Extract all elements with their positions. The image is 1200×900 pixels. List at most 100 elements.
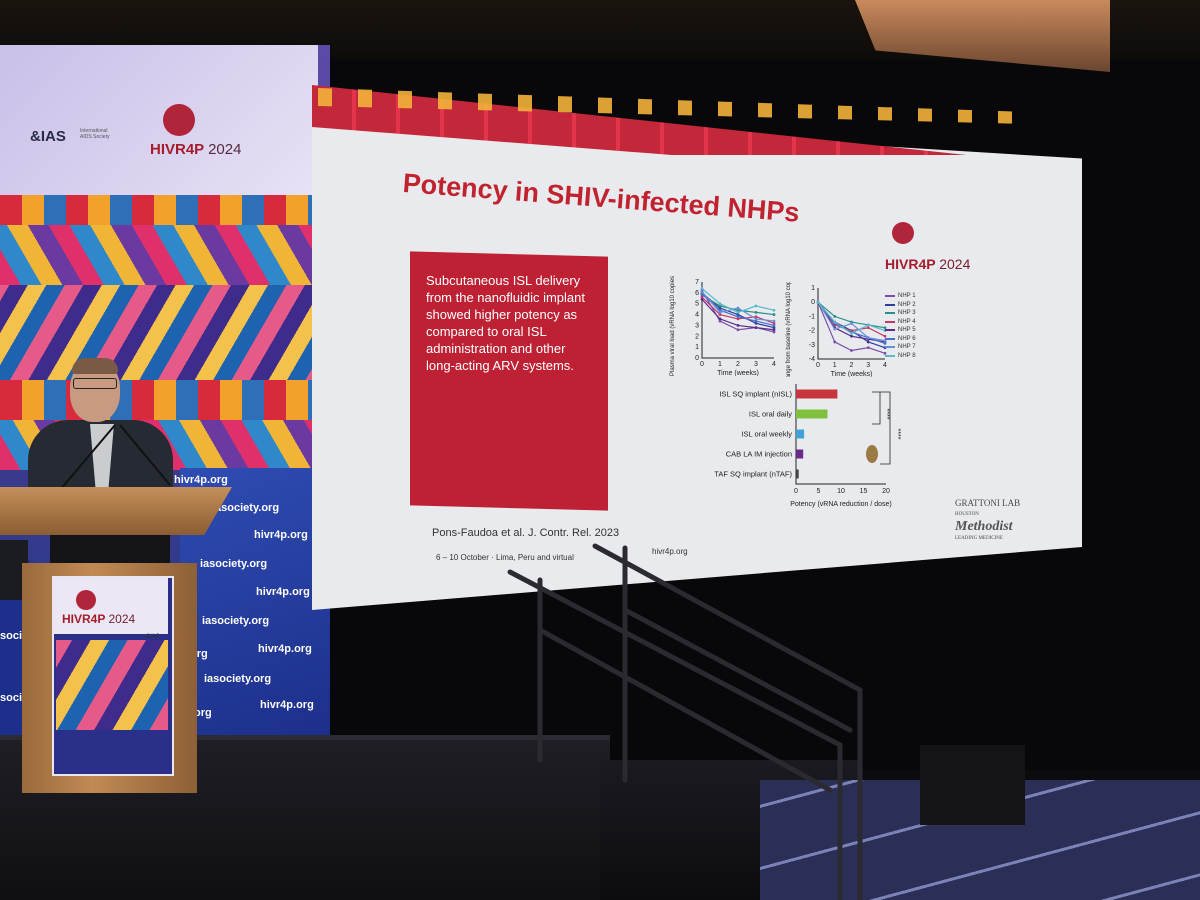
banner-pattern-arrows	[0, 285, 324, 380]
ias-subtitle: International AIDS Society	[80, 128, 110, 140]
y-tick-label: 1	[811, 285, 815, 292]
slide-footer-dates: 6 – 10 October · Lima, Peru and virtual	[436, 553, 574, 562]
bar	[796, 469, 799, 479]
legend-entry: NHP 7	[885, 343, 916, 352]
legend-swatch	[885, 346, 895, 349]
significance-bracket	[880, 391, 891, 465]
bar-category-label: TAF SQ implant (nTAF)	[714, 470, 792, 479]
data-point	[866, 323, 870, 327]
legend-label: NHP 8	[898, 352, 916, 359]
banner-url: hivr4p.org	[174, 474, 228, 486]
data-point	[866, 346, 870, 350]
legend-swatch	[885, 312, 895, 315]
slide-logo: HIVR4P 2024	[885, 256, 970, 272]
podium-ias-logo: &IAS	[146, 634, 160, 640]
x-axis-label: Time (weeks)	[717, 370, 759, 376]
stair-railing	[507, 543, 863, 900]
institution-lab: GRATTONI LAB	[955, 498, 1021, 508]
y-tick-label: 2	[695, 333, 699, 340]
data-point	[754, 311, 758, 314]
data-point	[816, 300, 820, 304]
bar-x-tick-label: 5	[817, 488, 821, 495]
legend-entry: NHP 8	[885, 352, 916, 361]
podium-sign-top	[54, 578, 168, 634]
data-point	[718, 311, 722, 314]
data-point	[883, 351, 887, 355]
y-tick-label: 0	[811, 299, 815, 306]
data-point	[772, 319, 776, 323]
x-tick-label: 3	[754, 361, 758, 368]
banner-url: iasociety.org	[202, 615, 270, 627]
bar-category-label: CAB LA IM injection	[726, 450, 792, 459]
data-point	[700, 297, 704, 301]
data-point	[850, 349, 853, 352]
data-point	[833, 327, 837, 331]
legend-swatch	[885, 320, 895, 323]
viral-load-chart: 0 1 2 3 4 0 1 2 3 4 5 6 7 Time (weeks) Plasma viral lo…	[670, 276, 776, 376]
banner-logo-area	[0, 45, 318, 195]
potency-bar-chart: ISL SQ implant (nISL) ISL oral daily ISL o…	[714, 384, 901, 508]
data-point	[754, 321, 758, 325]
speaker-hair	[72, 358, 118, 374]
legend-entry: NHP 2	[885, 301, 916, 310]
y-tick-label: -2	[809, 328, 815, 335]
data-point	[883, 341, 887, 345]
data-point	[700, 295, 704, 299]
data-point	[833, 315, 837, 318]
institution-logo: GRATTONI LAB HOUSTON Methodist LEADING M…	[955, 497, 1020, 545]
data-point	[850, 334, 853, 338]
data-point	[718, 304, 722, 308]
slide-logo-text: HIVR4P	[885, 256, 936, 272]
data-point	[772, 330, 776, 334]
data-point	[772, 326, 776, 329]
legend-label: NHP 2	[898, 301, 916, 308]
legend-label: NHP 3	[898, 310, 916, 316]
data-point	[866, 336, 870, 340]
y-tick-label: 1	[695, 344, 699, 351]
data-point	[718, 319, 722, 323]
data-point	[772, 308, 776, 312]
banner-url: hivr4p.org	[260, 699, 314, 711]
banner-url: iasociety.org	[204, 673, 272, 685]
data-point	[850, 332, 853, 335]
x-tick-label: 2	[736, 361, 740, 368]
data-point	[866, 340, 870, 344]
data-point	[754, 304, 758, 308]
significance-stars: ****	[883, 409, 890, 420]
slide-ribbon-icon	[892, 222, 914, 244]
x-tick-label: 4	[772, 361, 776, 368]
legend-label: NHP 7	[898, 344, 916, 350]
legend-label: NHP 1	[898, 293, 916, 299]
legend-swatch	[885, 295, 895, 298]
banner-pattern-chevron	[0, 225, 322, 285]
podium-logo: HIVR4P 2024	[62, 612, 135, 626]
y-tick-label: 0	[695, 355, 699, 362]
bar-category-label: ISL SQ implant (nISL)	[719, 390, 792, 399]
legend-label: NHP 5	[898, 327, 916, 333]
y-tick-label: 6	[695, 290, 699, 297]
data-point	[736, 311, 740, 314]
legend-entry: NHP 5	[885, 326, 916, 335]
hivr4p-logo: HIVR4P 2024	[150, 141, 241, 158]
data-point	[718, 302, 722, 306]
data-point	[718, 317, 722, 321]
data-point	[736, 306, 740, 310]
ias-logo: &IAS	[30, 128, 66, 145]
banner-url: hivr4p.org	[256, 586, 310, 598]
y-tick-label: -4	[809, 356, 815, 363]
podium-sign-pattern	[56, 640, 168, 730]
x-tick-label: 2	[850, 362, 854, 369]
bar	[796, 429, 805, 439]
monkey-icon	[866, 445, 878, 463]
data-point	[754, 317, 758, 321]
slide-footer-url: hivr4p.org	[652, 547, 688, 556]
bar-x-tick-label: 20	[882, 488, 890, 495]
data-point	[772, 328, 776, 332]
significance-bracket	[872, 391, 881, 425]
bar-x-tick-label: 15	[860, 488, 868, 495]
change-from-baseline-chart: 0 1 2 3 4 1 0 -1 -2 -3 -4 Time (weeks) Change from b…	[786, 282, 887, 377]
y-tick-label: 7	[695, 279, 699, 286]
summary-text: Subcutaneous ISL delivery from the nanof…	[426, 273, 585, 373]
x-tick-label: 4	[883, 362, 887, 369]
y-axis-label: Plasma viral load (vRNA log10 copies/mL)	[670, 276, 676, 376]
